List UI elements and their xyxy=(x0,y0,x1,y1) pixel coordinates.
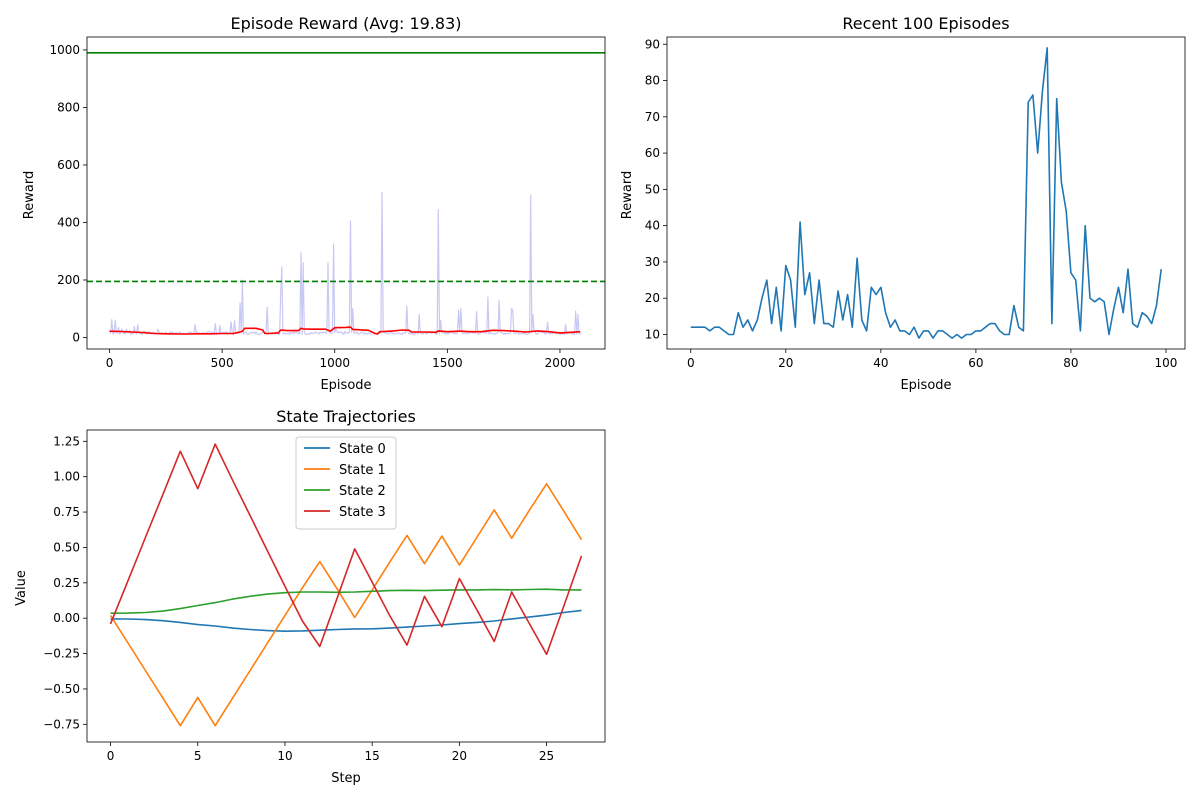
episode-reward-xlabel: Episode xyxy=(320,378,371,393)
episode-reward-ytick-label: 1000 xyxy=(49,43,80,57)
state-trajectories-ytick-label: 1.25 xyxy=(53,434,80,448)
legend-label-state-0: State 0 xyxy=(339,442,386,457)
state-trajectories-title: State Trajectories xyxy=(276,407,416,426)
episode-reward-ytick-label: 400 xyxy=(57,215,80,229)
state-2-line xyxy=(110,588,582,614)
recent-episodes-ylabel: Reward xyxy=(620,171,635,219)
episode-reward-xtick-label: 1000 xyxy=(319,356,350,370)
recent-episodes-xtick-label: 40 xyxy=(873,356,888,370)
episode-reward-xtick-label: 2000 xyxy=(545,356,576,370)
episode-reward-ytick-label: 0 xyxy=(72,330,80,344)
state-trajectories-xtick-label: 5 xyxy=(194,749,202,763)
episode-reward-ytick-label: 200 xyxy=(57,273,80,287)
recent-episodes-ytick-label: 90 xyxy=(645,37,660,51)
recent-episodes-ytick-label: 60 xyxy=(645,146,660,160)
state-trajectories-xlabel: Step xyxy=(331,771,361,786)
state-trajectories-xtick-label: 25 xyxy=(539,749,554,763)
recent-episodes-xtick-label: 0 xyxy=(687,356,695,370)
episode-reward-xtick-label: 500 xyxy=(211,356,234,370)
state-trajectories-xtick-label: 15 xyxy=(365,749,380,763)
state-0-line xyxy=(110,609,582,633)
recent-episodes-xtick-label: 60 xyxy=(968,356,983,370)
state-trajectories-ytick-label: −0.25 xyxy=(43,647,80,661)
recent-episodes-axes: Recent 100 Episodes Episode Reward 0 20 40… xyxy=(620,14,1186,393)
recent-episodes-xtick-label: 20 xyxy=(778,356,793,370)
episode-reward-ylabel: Reward xyxy=(22,171,37,219)
raw-reward-series xyxy=(109,191,582,335)
moving-average-line xyxy=(109,326,581,335)
recent-episodes-ytick-label: 20 xyxy=(645,291,660,305)
episode-reward-ytick-label: 800 xyxy=(57,100,80,114)
legend-label-state-2: State 2 xyxy=(339,484,386,499)
state-trajectories-frame xyxy=(86,429,606,743)
state-trajectories-ytick-label: −0.75 xyxy=(43,717,80,731)
state-trajectories-ytick-label: 0.50 xyxy=(53,540,80,554)
recent-reward-line xyxy=(690,47,1162,339)
state-trajectories-ytick-label: 0.75 xyxy=(53,505,80,519)
state-trajectories-xtick-label: 20 xyxy=(452,749,467,763)
episode-reward-xtick-label: 1500 xyxy=(432,356,463,370)
legend-label-state-3: State 3 xyxy=(339,505,386,520)
recent-episodes-xlabel: Episode xyxy=(900,378,951,393)
episode-reward-axes: Episode Reward (Avg: 19.83) Episode Rewa… xyxy=(22,14,606,393)
recent-episodes-title: Recent 100 Episodes xyxy=(842,14,1009,33)
state-trajectories-xtick-label: 0 xyxy=(107,749,115,763)
recent-episodes-ytick-label: 10 xyxy=(645,327,660,341)
episode-reward-frame xyxy=(86,36,606,350)
recent-episodes-xtick-label: 80 xyxy=(1063,356,1078,370)
recent-episodes-ytick-label: 30 xyxy=(645,255,660,269)
state-trajectories-ytick-label: 0.25 xyxy=(53,576,80,590)
state-trajectories-ytick-label: 1.00 xyxy=(53,470,80,484)
state-3-line xyxy=(109,443,583,656)
legend-label-state-1: State 1 xyxy=(339,463,386,478)
recent-episodes-ytick-label: 70 xyxy=(645,110,660,124)
episode-reward-xtick-label: 0 xyxy=(106,356,114,370)
state-trajectories-ytick-label: −0.50 xyxy=(43,682,80,696)
state-trajectories-xtick-label: 10 xyxy=(277,749,292,763)
recent-episodes-ytick-label: 80 xyxy=(645,74,660,88)
episode-reward-title: Episode Reward (Avg: 19.83) xyxy=(231,14,462,33)
state-trajectories-ylabel: Value xyxy=(14,570,29,606)
state-trajectories-axes: State Trajectories Step Value 0 5 10 15 20 25… xyxy=(14,407,606,786)
episode-reward-ytick-label: 600 xyxy=(57,158,80,172)
state-trajectories-ytick-label: 0.00 xyxy=(53,611,80,625)
recent-episodes-ytick-label: 50 xyxy=(645,182,660,196)
recent-episodes-xtick-label: 100 xyxy=(1155,356,1178,370)
state-1-line xyxy=(109,482,583,727)
recent-episodes-frame xyxy=(666,36,1186,350)
legend-box xyxy=(295,436,397,530)
recent-episodes-ytick-label: 40 xyxy=(645,219,660,233)
